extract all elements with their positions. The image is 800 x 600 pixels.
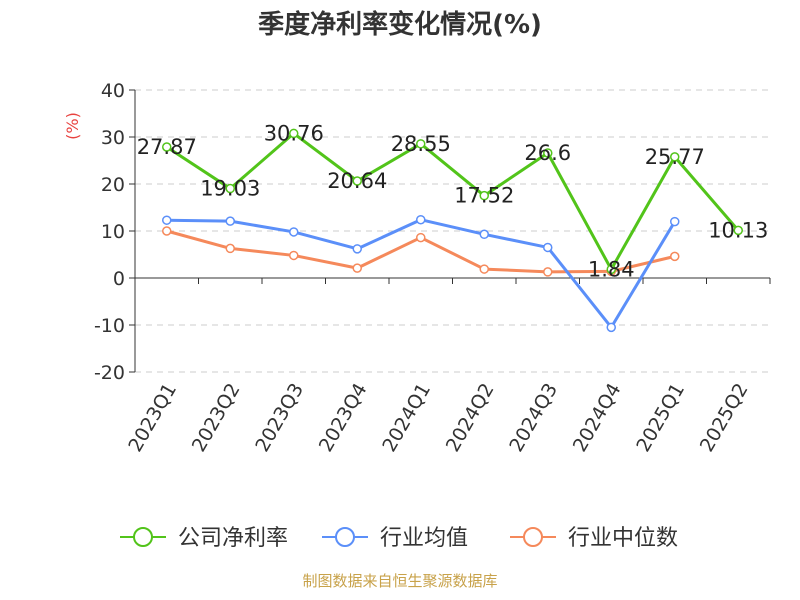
legend-label: 行业均值 [380, 526, 468, 551]
data-point [352, 176, 362, 186]
data-label: 19.03 [200, 177, 260, 201]
y-tick-label: 30 [101, 127, 125, 149]
data-point [543, 148, 553, 158]
data-label: 25.77 [645, 145, 705, 169]
y-tick-label: -20 [94, 362, 125, 384]
data-point [606, 264, 616, 275]
data-point [352, 263, 362, 273]
data-point [606, 322, 616, 333]
x-tick-label: 2023Q1 [124, 380, 181, 456]
y-tick-label: 20 [101, 174, 125, 196]
y-tick-label: 10 [101, 221, 125, 243]
y-tick-label: -10 [94, 315, 125, 337]
y-tick-label: 0 [113, 268, 125, 290]
data-point [162, 226, 172, 236]
legend-marker [523, 527, 543, 547]
data-label: 10.13 [708, 218, 768, 242]
source-note: 制图数据来自恒生聚源数据库 [302, 572, 498, 590]
x-tick-label: 2024Q3 [505, 380, 562, 456]
series-line [165, 131, 740, 271]
legend-marker [335, 527, 355, 547]
x-tick-label: 2025Q1 [632, 380, 689, 456]
data-point [225, 183, 235, 194]
data-point [352, 244, 362, 254]
data-point [479, 229, 489, 240]
data-point [733, 225, 743, 236]
data-point [289, 227, 299, 237]
y-axis-label: (%) [63, 112, 82, 140]
x-tick-label: 2024Q2 [442, 380, 499, 456]
data-point [289, 250, 299, 261]
x-tick-label: 2025Q2 [696, 380, 753, 456]
data-label: 20.64 [327, 169, 387, 193]
data-point [162, 142, 172, 152]
data-point [416, 232, 426, 243]
data-point [225, 216, 235, 226]
data-point [543, 267, 553, 277]
y-tick-label: 40 [101, 80, 125, 102]
data-point [670, 216, 680, 227]
data-point [225, 243, 235, 254]
data-point [670, 152, 680, 162]
data-point [670, 251, 680, 262]
data-point [479, 264, 489, 274]
data-label: 1.84 [588, 257, 635, 281]
x-tick-label: 2023Q3 [251, 380, 308, 456]
data-label: 17.52 [454, 184, 514, 208]
legend-label: 行业中位数 [568, 526, 678, 551]
x-tick-label: 2023Q4 [315, 380, 372, 456]
data-point [543, 242, 553, 253]
data-label: 30.76 [264, 121, 324, 145]
x-tick-label: 2024Q4 [569, 380, 626, 456]
data-point [479, 190, 489, 201]
data-point [289, 128, 299, 139]
data-label: 28.55 [391, 132, 451, 156]
legend-label: 公司净利率 [178, 526, 288, 551]
chart-title: 季度净利率变化情况(%) [258, 10, 542, 40]
data-label: 26.6 [524, 141, 571, 165]
data-point [162, 215, 172, 225]
legend-marker [133, 527, 153, 547]
data-label: 27.87 [137, 135, 197, 159]
data-point [416, 214, 426, 225]
x-tick-label: 2023Q2 [188, 380, 245, 456]
x-tick-label: 2024Q1 [378, 380, 435, 456]
data-point [416, 139, 426, 149]
